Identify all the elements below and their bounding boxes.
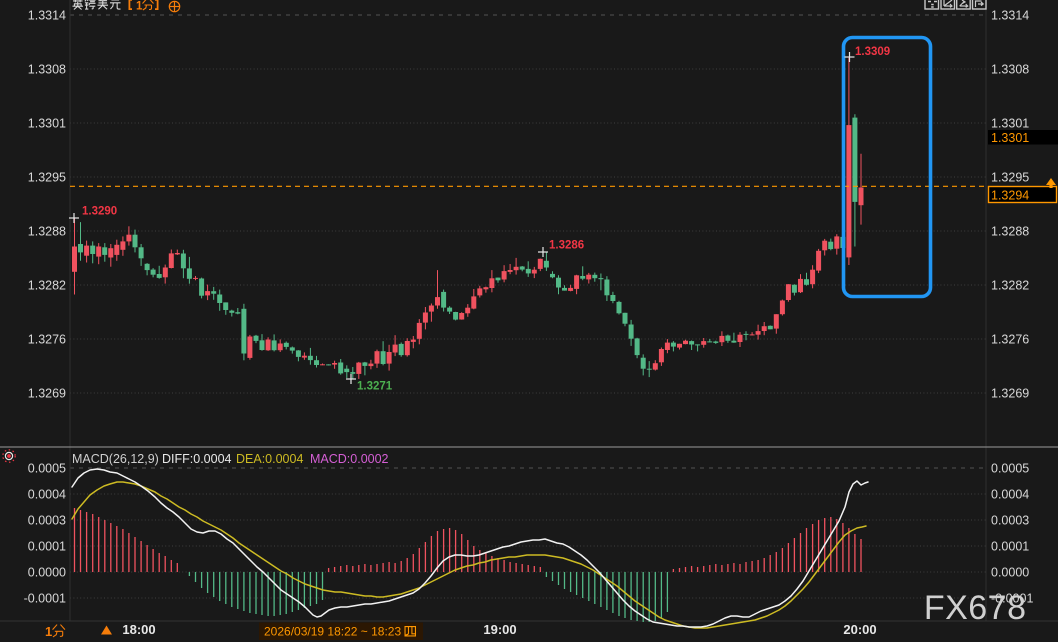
svg-text:2026/03/19 18:22 ~ 18:23: 2026/03/19 18:22 ~ 18:23 <box>264 625 401 639</box>
svg-text:1.3269: 1.3269 <box>28 387 66 401</box>
svg-text:1.3286: 1.3286 <box>549 240 584 252</box>
svg-text:1.3271: 1.3271 <box>357 381 393 393</box>
svg-text:1.3288: 1.3288 <box>28 225 66 239</box>
svg-text:1.3294: 1.3294 <box>991 189 1029 203</box>
svg-text:DIFF:0.0004: DIFF:0.0004 <box>162 452 232 466</box>
svg-text:1.3282: 1.3282 <box>28 279 66 293</box>
svg-text:1.3308: 1.3308 <box>28 63 66 77</box>
svg-text:1.3314: 1.3314 <box>991 9 1029 23</box>
svg-text:1.3276: 1.3276 <box>28 333 66 347</box>
svg-text:DEA:0.0004: DEA:0.0004 <box>236 452 303 466</box>
svg-text:-0.0001: -0.0001 <box>24 592 66 606</box>
svg-text:0.0004: 0.0004 <box>991 488 1029 502</box>
svg-text:20:00: 20:00 <box>843 622 876 637</box>
svg-text:1.3276: 1.3276 <box>991 333 1029 347</box>
svg-text:1: 1 <box>45 624 52 639</box>
svg-text:0.0001: 0.0001 <box>991 540 1029 554</box>
svg-text:0.0000: 0.0000 <box>991 566 1029 580</box>
svg-text:19:00: 19:00 <box>483 622 516 637</box>
svg-text:FX678: FX678 <box>924 589 1027 627</box>
svg-text:1.3282: 1.3282 <box>991 279 1029 293</box>
svg-text:1.3308: 1.3308 <box>991 63 1029 77</box>
svg-text:0.0005: 0.0005 <box>991 462 1029 476</box>
svg-text:1.3301: 1.3301 <box>28 117 66 131</box>
svg-text:-0.0001: -0.0001 <box>991 592 1033 606</box>
svg-text:18:00: 18:00 <box>122 622 155 637</box>
svg-text:MACD:0.0002: MACD:0.0002 <box>310 452 389 466</box>
svg-text:1.3314: 1.3314 <box>28 9 66 23</box>
svg-text:1.3288: 1.3288 <box>991 225 1029 239</box>
svg-text:0.0001: 0.0001 <box>28 540 66 554</box>
svg-text:1.3290: 1.3290 <box>82 206 117 218</box>
svg-text:1.3301: 1.3301 <box>991 131 1029 145</box>
svg-text:0.0000: 0.0000 <box>28 566 66 580</box>
svg-text:1.3309: 1.3309 <box>855 46 890 58</box>
svg-text:1.3295: 1.3295 <box>28 171 66 185</box>
svg-text:0.0003: 0.0003 <box>991 514 1029 528</box>
svg-text:1: 1 <box>136 1 143 13</box>
svg-text:1.3295: 1.3295 <box>991 171 1029 185</box>
svg-text:0.0005: 0.0005 <box>28 462 66 476</box>
svg-text:1.3269: 1.3269 <box>991 387 1029 401</box>
svg-text:MACD(26,12,9): MACD(26,12,9) <box>72 452 159 466</box>
svg-text:0.0004: 0.0004 <box>28 488 66 502</box>
svg-text:0.0003: 0.0003 <box>28 514 66 528</box>
svg-text:1.3301: 1.3301 <box>991 117 1029 131</box>
